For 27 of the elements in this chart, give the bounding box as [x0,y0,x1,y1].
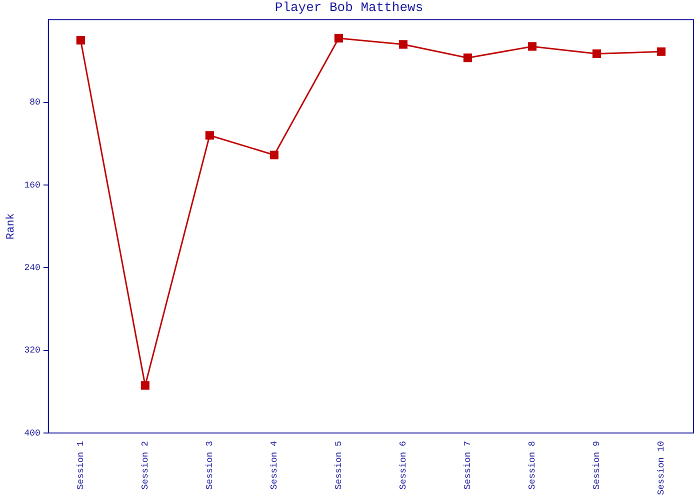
y-tick-label: 160 [24,180,40,190]
point [656,47,666,56]
point [463,54,472,62]
point [76,36,85,45]
x-tick-label: Session 3 [205,440,216,490]
y-tick-label: 320 [24,346,40,356]
y-tick-label: 400 [24,428,40,438]
point [398,40,408,49]
y-axis-title: Rank [6,212,18,240]
point [205,131,214,140]
y-tick-label: 80 [30,98,40,108]
point [592,49,602,58]
x-tick-label: Session 6 [398,440,409,490]
x-tick-label: Session 5 [334,440,344,490]
x-tick-label: Session 10 [656,440,667,496]
x-tick-label: Session 8 [528,440,538,490]
y-tick-label: 240 [24,263,40,274]
x-tick-label: Session 9 [592,440,602,490]
point [270,150,278,160]
chart-title: Player Bob Matthews [274,0,424,16]
point [334,34,343,42]
point [140,381,150,390]
x-tick-label: Session 4 [270,440,280,490]
x-tick-label: Session 2 [140,440,151,490]
x-tick-label: Session 7 [463,440,474,490]
point [528,42,537,51]
x-tick-label: Session 1 [76,440,86,490]
